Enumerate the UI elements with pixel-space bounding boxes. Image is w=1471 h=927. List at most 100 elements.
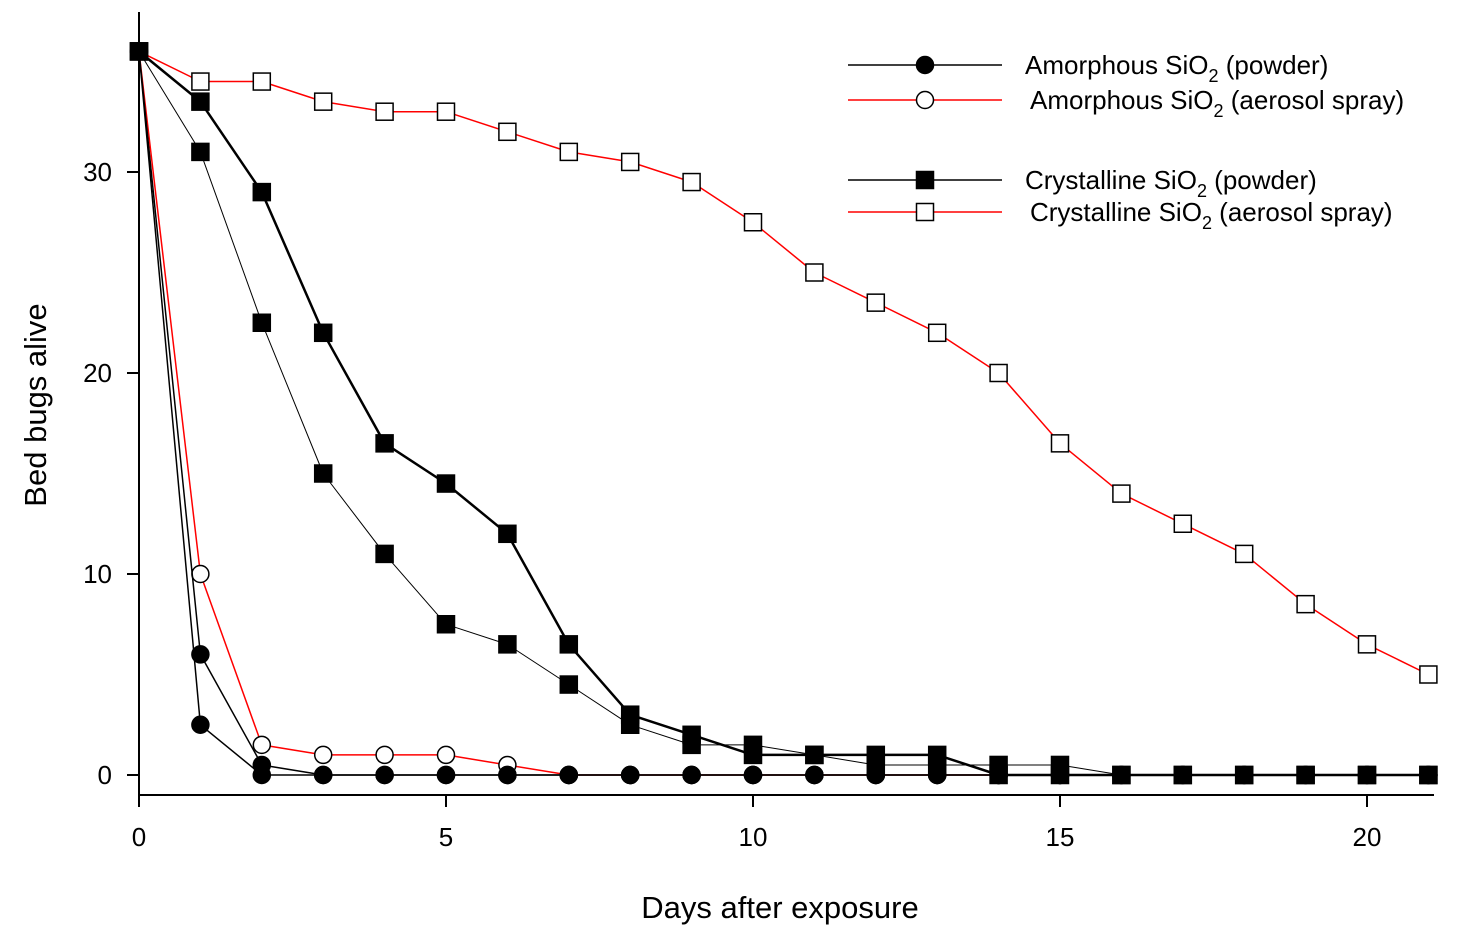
data-point [498,524,517,544]
legend-marker [915,90,935,110]
data-point [620,765,640,785]
legend-entry-3: Crystalline SiO2 (powder) [848,165,1317,201]
data-point [1419,665,1438,684]
legend-marker [915,202,935,222]
legend-entry-0: Amorphous SiO2 (powder) [848,50,1328,86]
legend-label: Amorphous SiO2 (powder) [1025,50,1328,86]
data-point [620,152,640,172]
legend-label: Amorphous SiO2 (aerosol spray) [1030,85,1404,121]
series-1 [129,42,1438,785]
series-line [138,51,1429,776]
data-point [375,102,394,121]
data-point [191,645,210,664]
legend: Amorphous SiO2 (powder)Amorphous SiO2 (a… [848,50,1404,233]
series-line [138,51,1429,776]
data-point [927,323,947,343]
data-point [866,293,886,312]
y-axis-label: Bed bugs alive [18,303,53,506]
series-layer [129,42,1438,785]
data-point [313,323,333,343]
data-point [498,122,517,142]
data-point [866,745,886,765]
data-point [559,142,579,162]
legend-marker [915,170,935,190]
data-point [989,765,1008,785]
data-point [1050,765,1070,785]
x-tick-label: 5 [439,822,453,852]
data-point [743,745,763,765]
data-point [375,544,394,564]
data-point [313,464,333,483]
data-point [375,434,394,453]
data-point [191,715,210,734]
y-tick-label: 30 [83,157,112,187]
series-2 [129,42,1438,785]
data-point [1112,765,1131,785]
axes: 0 5 10 15 20 0 10 20 30 [83,12,1434,852]
data-point [866,765,886,785]
data-point [1234,765,1254,785]
data-point [1296,765,1315,785]
y-tick-label: 0 [98,760,112,790]
data-point [559,675,579,694]
data-point [191,92,210,111]
data-point [252,735,272,755]
data-point [1357,635,1377,654]
data-point [375,765,394,785]
data-point [1173,765,1193,785]
series-5 [129,42,1438,684]
y-tick-label: 20 [83,358,112,388]
data-point [682,172,701,192]
x-tick-label: 15 [1046,822,1075,852]
data-point [682,725,701,745]
data-point [436,745,456,765]
data-point [252,755,272,775]
data-point [682,765,701,785]
data-point [191,142,210,162]
data-point [498,635,517,654]
series-line [138,51,1429,776]
series-3 [129,42,1438,785]
data-point [559,635,579,654]
data-point [313,765,333,785]
series-4 [129,42,1438,785]
legend-label: Crystalline SiO2 (aerosol spray) [1030,197,1393,233]
data-point [436,474,456,493]
data-point [1419,765,1438,785]
data-point [436,102,456,121]
data-point [743,765,763,785]
data-point [805,263,824,282]
series-0 [129,42,1438,785]
data-point [375,745,394,765]
data-point [927,765,947,785]
data-point [805,765,824,785]
series-line [138,51,1429,776]
data-point [1234,544,1254,564]
legend-marker [915,55,935,75]
x-tick-label: 0 [132,822,146,852]
data-point [559,765,579,785]
data-point [436,765,456,785]
data-point [313,92,333,111]
y-tick-label: 10 [83,559,112,589]
data-point [252,182,272,202]
x-tick-label: 10 [739,822,768,852]
legend-entry-5: Crystalline SiO2 (aerosol spray) [848,197,1393,233]
legend-entry-2: Amorphous SiO2 (aerosol spray) [848,85,1404,121]
data-point [191,72,210,91]
data-point [1173,514,1193,533]
legend-label: Crystalline SiO2 (powder) [1025,165,1317,201]
data-point [805,745,824,765]
data-point [313,745,333,765]
data-point [436,615,456,634]
data-point [927,745,947,765]
x-tick-label: 20 [1353,822,1382,852]
series-line [138,50,1429,777]
data-point [1112,484,1131,503]
data-point [1357,765,1377,785]
data-point [252,72,272,91]
data-point [191,564,210,584]
data-point [129,42,149,61]
data-point [620,705,640,724]
